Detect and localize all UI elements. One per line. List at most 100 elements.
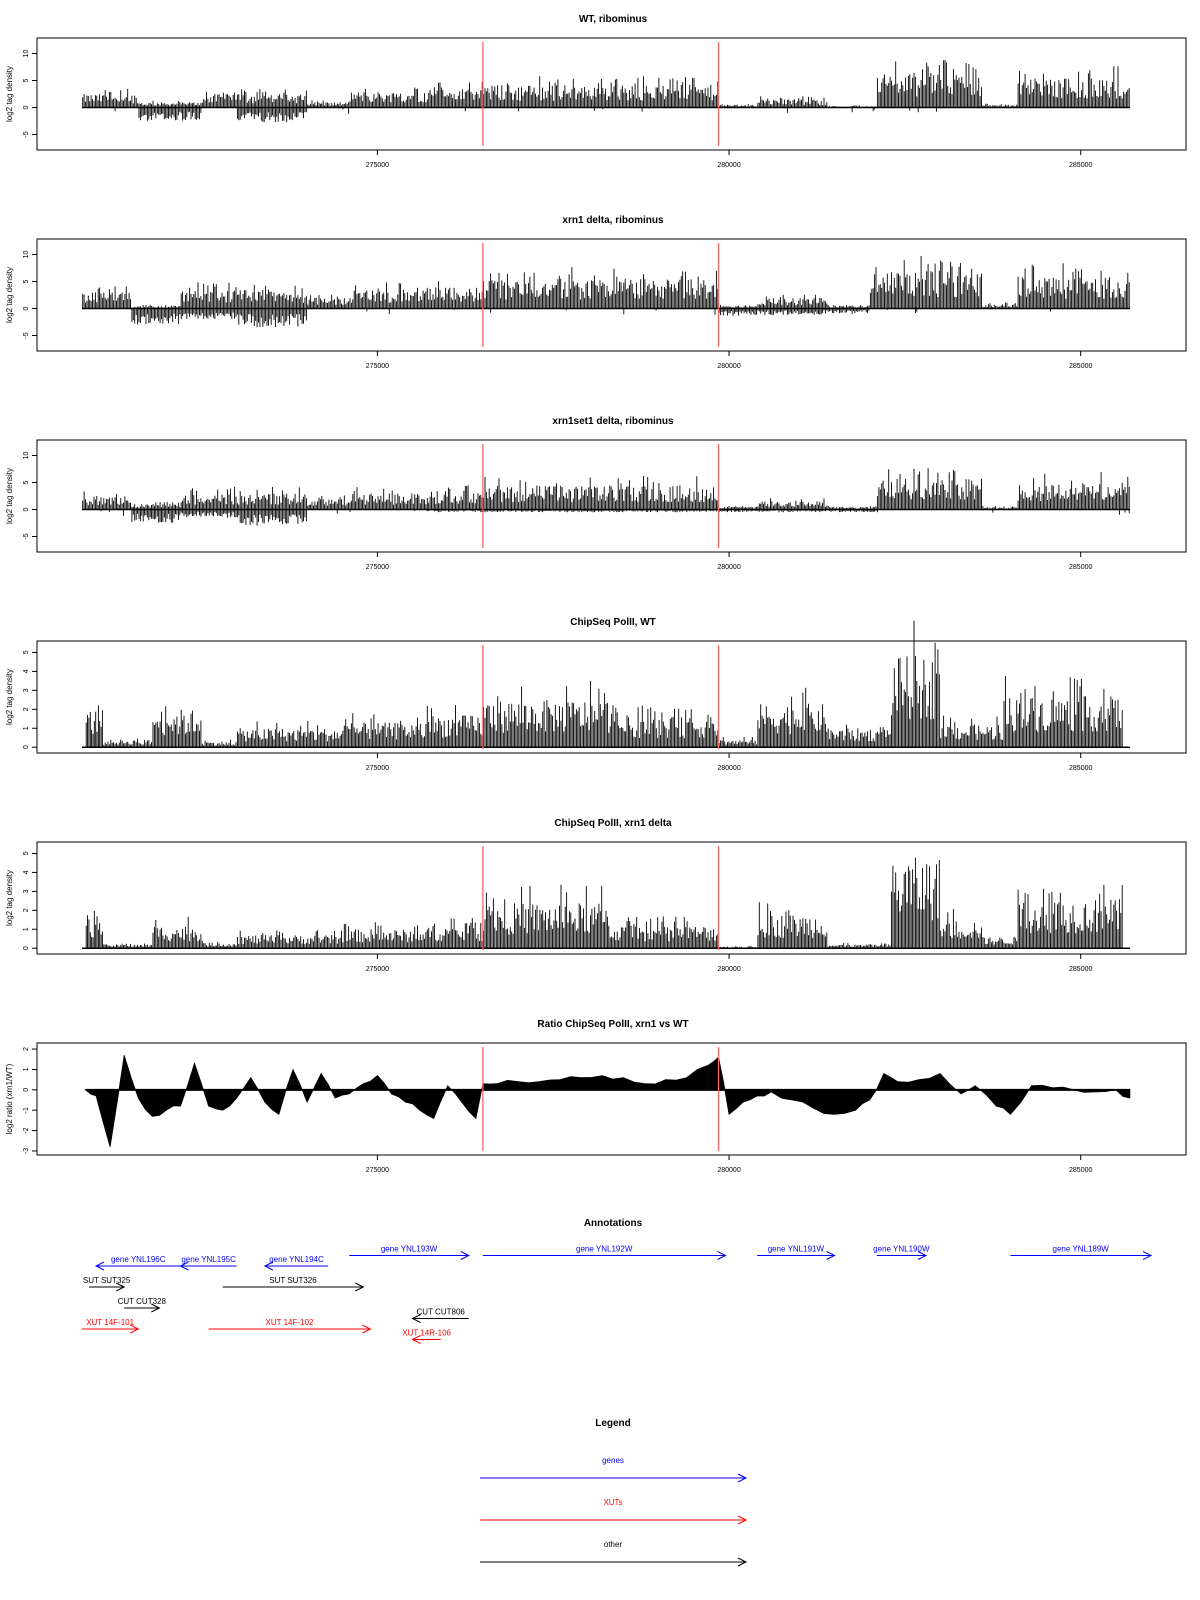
bar-segment-5 <box>349 87 427 108</box>
annotation-arrowhead <box>362 1324 372 1334</box>
annotation-gene-ynl196c: gene YNL196C <box>94 1255 181 1271</box>
y-tick-label: 0 <box>23 745 30 749</box>
x-tick-label: 275000 <box>366 363 389 370</box>
annotation-arrowhead <box>355 1282 365 1292</box>
x-tick-label: 280000 <box>717 1167 740 1174</box>
x-tick-label: 275000 <box>366 966 389 973</box>
y-tick-label: 1 <box>23 927 30 931</box>
annotation-arrowhead <box>115 1282 126 1292</box>
bar-segment-6 <box>426 705 483 748</box>
legend-label: genes <box>602 1456 624 1465</box>
bar-segment-1 <box>138 100 202 121</box>
panel-title: ChipSeq PolII, WT <box>570 617 656 628</box>
y-tick-label: -3 <box>23 1148 30 1154</box>
x-tick-label: 280000 <box>717 564 740 571</box>
annotation-xut-14f-102: XUT 14F-102 <box>208 1318 372 1334</box>
y-tick-label: 0 <box>23 105 30 109</box>
track-panel-0: WT, ribominus log2 tag density -5 0 5 10 27500… <box>5 14 1187 169</box>
y-tick-label: 4 <box>23 669 30 673</box>
annotation-arrowhead <box>263 1261 274 1271</box>
bar-marks <box>85 857 1123 949</box>
bar-segment-2 <box>201 92 237 109</box>
y-tick-label: 2 <box>23 908 30 912</box>
annotation-label: CUT CUT328 <box>118 1297 167 1306</box>
x-tick-label: 280000 <box>717 765 740 772</box>
bar-segment-8 <box>609 705 719 748</box>
legend-arrowhead <box>737 1515 748 1525</box>
bar-marks <box>85 620 1123 748</box>
bar-segment-12 <box>982 302 1018 309</box>
y-tick-label: 5 <box>23 851 30 855</box>
plot-frame <box>36 640 1187 754</box>
annotation-arrowhead <box>411 1335 421 1344</box>
x-tick-label: 275000 <box>366 1167 389 1174</box>
bar-segment-13 <box>1017 472 1130 515</box>
panel-title: xrn1 delta, ribominus <box>562 215 664 226</box>
bar-segment-7 <box>483 267 719 315</box>
bar-segment-8 <box>609 916 719 949</box>
bar-segment-12 <box>982 505 1018 513</box>
bar-segment-11 <box>827 942 891 949</box>
annotation-label: gene YNL195C <box>181 1255 236 1264</box>
bar-marks <box>82 255 1130 328</box>
bar-segment-1 <box>103 738 153 748</box>
bar-segment-9 <box>757 96 828 113</box>
bar-segment-9 <box>757 498 828 513</box>
bar-segment-10 <box>757 902 828 949</box>
bar-segment-12 <box>982 103 1018 108</box>
y-tick-label: 1 <box>23 1067 30 1071</box>
y-tick-label: 10 <box>23 50 30 58</box>
bar-segment-10 <box>827 305 870 314</box>
bar-segment-2 <box>152 916 202 949</box>
bar-segment-5 <box>349 487 427 512</box>
annotation-label: SUT SUT326 <box>269 1276 317 1285</box>
y-tick-label: -5 <box>23 332 30 338</box>
legend-label: XUTs <box>603 1498 622 1507</box>
bar-segment-3 <box>236 89 307 123</box>
annotation-arrowhead <box>411 1314 421 1323</box>
annotation-label: gene YNL191W <box>768 1245 825 1254</box>
legend-arrowhead <box>737 1473 748 1483</box>
bar-segment-7 <box>483 76 719 112</box>
annotation-arrowhead <box>94 1261 105 1271</box>
annotation-arrowhead <box>130 1324 140 1334</box>
panel-title: ChipSeq PolII, xrn1 delta <box>554 818 672 829</box>
bar-segment-9 <box>718 945 757 949</box>
y-axis-label: log2 tag density <box>5 669 14 725</box>
track-panel-3: ChipSeq PolII, WT log2 tag density 0 1 2 3 4 5 2… <box>5 617 1187 772</box>
bar-segment-6 <box>426 485 483 513</box>
panel-title: WT, ribominus <box>579 14 648 25</box>
annotation-label: gene YNL196C <box>111 1255 166 1264</box>
y-tick-label: -1 <box>23 1107 30 1113</box>
plot-frame <box>36 238 1187 352</box>
plot-frame <box>36 1042 1187 1156</box>
annotation-sut-sut326: SUT SUT326 <box>222 1276 365 1292</box>
bar-segment-5 <box>342 922 427 949</box>
bar-segment-0 <box>82 286 131 309</box>
x-tick-label: 275000 <box>366 564 389 571</box>
bar-segment-15 <box>1017 885 1123 949</box>
bar-segment-4 <box>307 294 350 309</box>
x-tick-label: 285000 <box>1069 1167 1092 1174</box>
y-axis-label: log2 tag density <box>5 468 14 524</box>
y-tick-label: 5 <box>23 78 30 82</box>
bar-segment-1 <box>131 502 181 523</box>
annotation-gene-ynl195c: gene YNL195C <box>179 1255 237 1271</box>
annotation-gene-ynl192w: gene YNL192W <box>482 1245 727 1260</box>
x-tick-label: 275000 <box>366 162 389 169</box>
bar-segment-4 <box>307 495 350 514</box>
annotation-cut-cut328: CUT CUT328 <box>118 1297 167 1313</box>
y-tick-label: 0 <box>23 507 30 511</box>
bar-segment-0 <box>82 491 131 516</box>
track-panel-1: xrn1 delta, ribominus log2 tag density -5 0… <box>5 215 1187 370</box>
y-axis-label: log2 tag density <box>5 66 14 122</box>
bar-segment-7 <box>483 884 610 949</box>
y-tick-label: 2 <box>23 1047 30 1051</box>
track-panel-2: xrn1set1 delta, ribominus log2 tag densit… <box>5 416 1187 571</box>
annotation-label: gene YNL193W <box>381 1245 438 1254</box>
annotation-label: XUT 14F-101 <box>86 1318 134 1327</box>
x-tick-label: 285000 <box>1069 765 1092 772</box>
annotation-label: gene YNL190W <box>873 1245 930 1254</box>
